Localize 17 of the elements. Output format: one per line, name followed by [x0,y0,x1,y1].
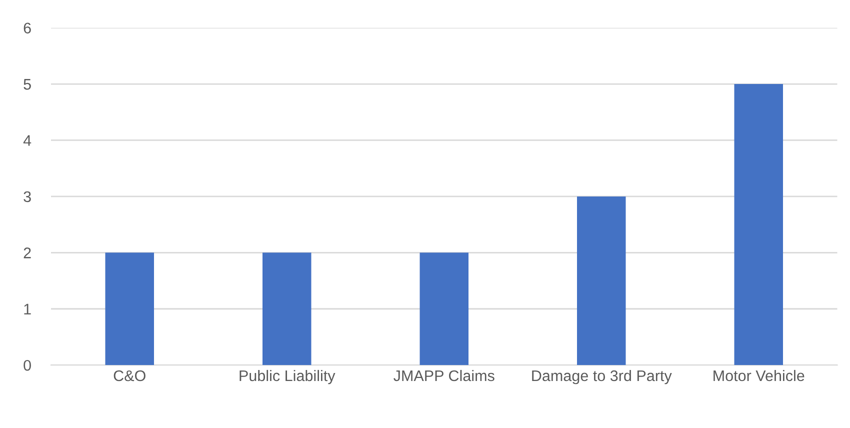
x-tick-label: JMAPP Claims [394,370,494,382]
y-tick-label: 4 [23,135,32,146]
y-tick-label: 5 [24,79,31,90]
y-tick-label: 6 [24,22,31,34]
x-tick-label: Motor Vehicle [714,370,804,382]
y-tick-label: 0 [24,360,31,371]
x-tick-label: Public Liability [240,370,336,384]
bar [734,84,783,366]
bar [420,252,468,366]
bar [262,252,312,366]
x-tick-label: Damage to 3rd Party [532,370,672,384]
x-tick-label: C&O [114,370,146,382]
bar [577,196,626,366]
y-tick-label: 1 [24,304,31,314]
bar [105,252,154,366]
y-tick-label: 2 [24,248,31,258]
y-tick-label: 3 [24,191,31,202]
